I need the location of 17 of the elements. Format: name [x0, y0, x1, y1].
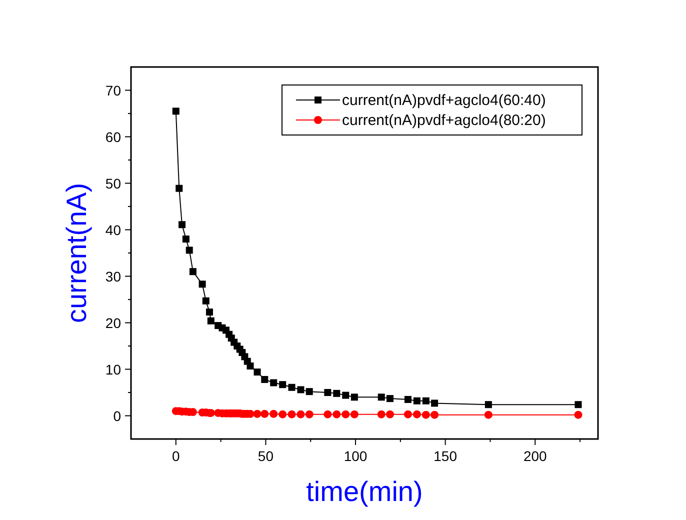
y-axis-title: current(nA): [61, 182, 92, 324]
legend-label: current(nA)pvdf+agclo4(60:40): [342, 92, 546, 109]
y-tick-label: 50: [105, 175, 122, 192]
y-tick-label: 60: [105, 128, 122, 145]
y-tick-label: 70: [105, 82, 122, 98]
y-tick-label: 20: [105, 314, 122, 331]
y-tick-label: 30: [105, 268, 122, 284]
y-tick-label: 10: [105, 361, 122, 378]
x-axis-title: time(min): [306, 476, 423, 507]
x-tick-label: 200: [523, 448, 548, 464]
x-tick-label: 100: [344, 448, 368, 464]
x-tick-label: 150: [434, 448, 458, 464]
y-tick-label: 0: [113, 408, 122, 424]
y-tick-label: 40: [105, 222, 122, 238]
x-tick-label: 50: [258, 448, 274, 464]
x-tick-label: 0: [172, 448, 180, 464]
legend-label: current(nA)pvdf+agclo4(80:20): [342, 112, 546, 129]
